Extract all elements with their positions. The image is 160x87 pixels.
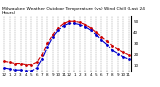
- Text: Milwaukee Weather Outdoor Temperature (vs) Wind Chill (Last 24 Hours): Milwaukee Weather Outdoor Temperature (v…: [2, 7, 145, 15]
